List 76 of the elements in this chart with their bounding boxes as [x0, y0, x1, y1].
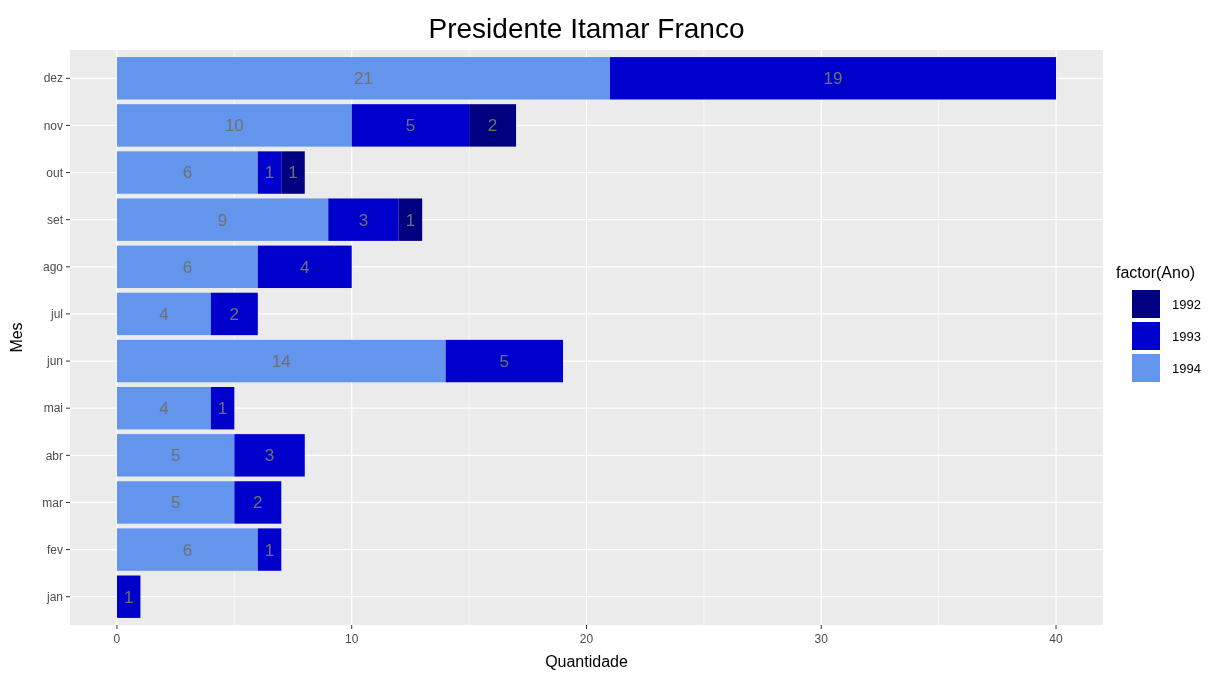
bar — [116, 434, 235, 477]
bar — [281, 151, 305, 194]
bar — [116, 575, 141, 618]
bar — [116, 57, 610, 100]
x-tick-label: 40 — [1049, 632, 1064, 646]
data-label: 1 — [123, 587, 134, 607]
bar — [116, 292, 211, 336]
data-label: 4 — [159, 304, 169, 324]
legend-label: 1992 — [1172, 296, 1201, 312]
bar — [609, 57, 1057, 100]
bar — [257, 245, 352, 289]
data-label: 1 — [217, 399, 228, 419]
y-tick-label: ago — [42, 260, 64, 274]
bar — [116, 481, 235, 524]
bar — [234, 434, 305, 477]
data-label: 14 — [271, 352, 291, 372]
bar — [116, 198, 329, 241]
bar — [210, 292, 258, 336]
data-label: 6 — [182, 163, 193, 183]
bar — [257, 151, 282, 194]
data-label: 10 — [224, 116, 244, 136]
data-label: 9 — [217, 210, 228, 230]
data-label: 1 — [405, 210, 416, 230]
bar — [469, 104, 517, 147]
y-tick-label: out — [46, 165, 64, 180]
y-tick-label: nov — [43, 118, 63, 133]
x-tick-label: 0 — [113, 632, 121, 646]
y-tick-label: jun — [45, 354, 63, 369]
bar — [445, 339, 564, 383]
x-tick-label: 20 — [579, 632, 594, 646]
y-axis-title: Mes — [8, 322, 25, 353]
data-label: 1 — [264, 540, 275, 560]
y-tick-label: fev — [46, 542, 63, 557]
y-tick-label: set — [46, 212, 64, 227]
data-label: 2 — [253, 493, 263, 513]
data-label: 4 — [159, 399, 169, 419]
bar — [351, 104, 470, 147]
bar — [116, 245, 258, 289]
bar — [116, 104, 352, 147]
bar — [116, 386, 211, 430]
data-label: 1 — [264, 163, 275, 183]
data-label: 2 — [229, 304, 240, 324]
bar — [257, 528, 282, 571]
bar — [210, 386, 235, 430]
legend-label: 1993 — [1172, 328, 1201, 344]
data-label: 5 — [499, 352, 510, 372]
x-tick-label: 10 — [345, 632, 359, 646]
legend-label: 1994 — [1172, 360, 1201, 376]
x-axis-title: Quantidade — [545, 653, 628, 670]
data-label: 3 — [358, 210, 369, 230]
y-tick-label: mar — [42, 495, 63, 510]
y-tick-label: jul — [49, 307, 63, 322]
bar — [116, 339, 446, 383]
data-label: 19 — [823, 69, 843, 89]
data-label: 5 — [405, 116, 416, 136]
bar — [234, 481, 282, 524]
data-label: 5 — [170, 446, 181, 466]
legend-title: factor(Ano) — [1116, 264, 1196, 281]
x-tick-label: 30 — [814, 632, 829, 646]
data-label: 6 — [182, 540, 193, 560]
bar — [398, 198, 423, 241]
y-tick-label: jan — [45, 589, 63, 604]
y-tick-label: abr — [45, 448, 63, 463]
y-tick-label: dez — [43, 71, 63, 86]
data-label: 4 — [300, 257, 310, 277]
data-label: 1 — [288, 163, 298, 183]
data-label: 3 — [264, 446, 275, 466]
bar — [328, 198, 399, 241]
data-label: 21 — [354, 69, 373, 89]
data-label: 2 — [487, 116, 498, 136]
y-tick-label: mai — [43, 401, 63, 416]
data-label: 5 — [170, 493, 181, 513]
bar — [116, 151, 258, 194]
bar — [116, 528, 258, 571]
data-label: 6 — [182, 257, 193, 277]
chart-title: Presidente Itamar Franco — [428, 13, 745, 44]
